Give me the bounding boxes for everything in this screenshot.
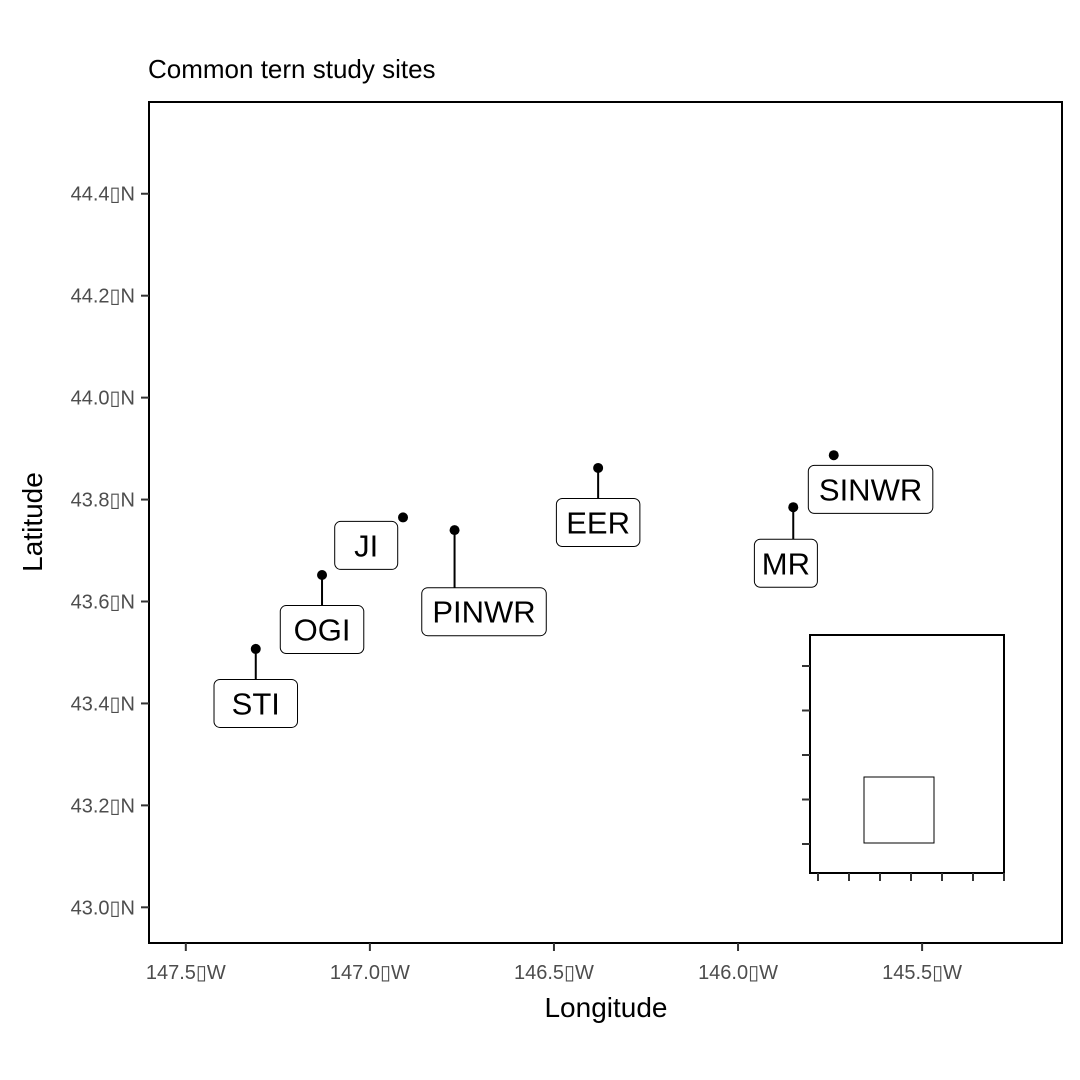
inset-ticks: [802, 665, 1005, 881]
site-ogi: OGI: [279, 569, 365, 655]
y-tick-label: 43.2▯N: [71, 795, 135, 817]
site-label-box: [279, 605, 365, 655]
site-point: [593, 462, 604, 473]
site-label-box: [421, 587, 547, 637]
site-label-box: [213, 678, 299, 728]
site-point: [788, 502, 799, 513]
x-tick-label: 147.0▯W: [330, 962, 410, 984]
site-label: SINWR: [819, 472, 922, 507]
y-axis-title: Latitude: [17, 472, 48, 572]
inset-frame: [809, 634, 1005, 874]
site-eer: EER: [555, 462, 641, 547]
site-pinwr: PINWR: [421, 525, 547, 637]
y-tick-label: 44.4▯N: [71, 184, 135, 206]
site-label-box: [334, 520, 399, 570]
y-tick-label: 43.6▯N: [71, 592, 135, 614]
site-label: OGI: [294, 613, 351, 648]
site-point: [317, 569, 328, 580]
x-tick-label: 145.5▯W: [882, 962, 962, 984]
site-mr: MR: [753, 502, 818, 588]
y-tick-label: 43.4▯N: [71, 693, 135, 715]
site-label: STI: [232, 686, 280, 721]
site-point: [449, 525, 460, 536]
site-sinwr: SINWR: [807, 450, 934, 514]
site-point: [828, 450, 839, 461]
site-point: [250, 643, 261, 654]
y-tick-label: 44.0▯N: [71, 388, 135, 410]
x-axis-title: Longitude: [544, 992, 667, 1023]
inset-extent-box: [863, 776, 935, 844]
site-label: MR: [762, 546, 810, 581]
site-sti: STI: [213, 643, 299, 728]
x-tick-label: 146.5▯W: [514, 962, 594, 984]
site-markers: STI OGI JI PINWR EER SINWR MR: [213, 450, 934, 728]
y-tick-label: 43.0▯N: [71, 897, 135, 919]
y-tick-label: 44.2▯N: [71, 286, 135, 308]
inset-map: [802, 634, 1005, 881]
site-ji: JI: [334, 512, 409, 570]
y-tick-label: 43.8▯N: [71, 490, 135, 512]
plot-title: Common tern study sites: [148, 54, 436, 84]
x-tick-label: 147.5▯W: [146, 962, 226, 984]
y-axis: 43.0▯N 43.2▯N 43.4▯N 43.6▯N 43.8▯N 44.0▯N 44.2…: [71, 184, 149, 919]
site-point: [398, 512, 409, 523]
site-label: PINWR: [432, 595, 535, 630]
site-label-box: [555, 498, 641, 547]
site-label-box: [753, 538, 818, 588]
site-label: JI: [354, 528, 378, 563]
site-label: EER: [566, 506, 630, 541]
x-axis: 147.5▯W 147.0▯W 146.5▯W 146.0▯W 145.5▯W: [146, 943, 962, 984]
x-tick-label: 146.0▯W: [698, 962, 778, 984]
site-label-box: [807, 464, 934, 514]
